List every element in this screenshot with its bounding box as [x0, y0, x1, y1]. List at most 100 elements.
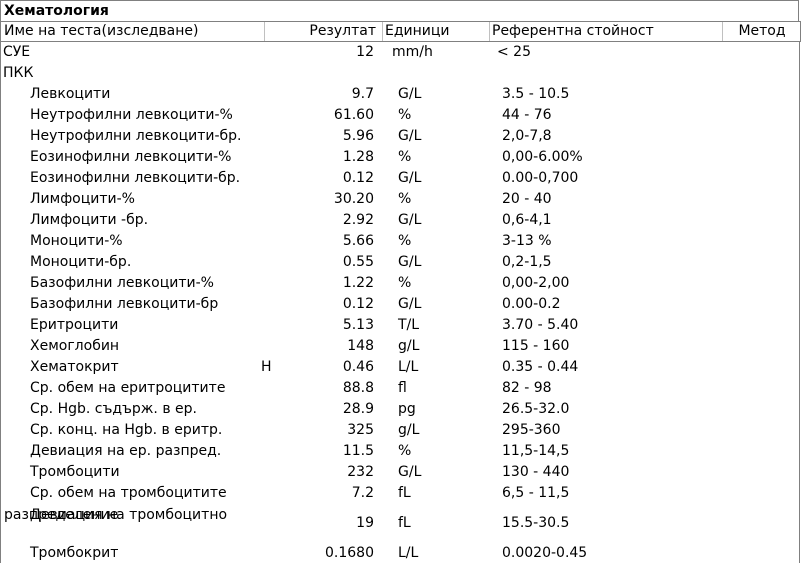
test-result: 2.92: [342, 212, 374, 228]
test-name: Ср. обем на еритроцитите: [30, 380, 226, 396]
table-row: Ср. обем на тромбоцитите 7.2 fL 6,5 - 11,5: [0, 483, 801, 504]
test-units: fL: [398, 485, 411, 501]
frame-left-border: [0, 42, 1, 563]
test-name: Левкоцити: [30, 86, 111, 102]
column-header-reference: Референтна стойност: [489, 22, 721, 41]
section-title: Хематология: [0, 0, 799, 21]
test-result: 19: [356, 515, 374, 531]
column-header-units: Единици: [382, 22, 488, 41]
test-result: 0.1680: [325, 545, 374, 561]
test-name: Лимфоцити-%: [30, 191, 135, 207]
frame-right-border: [799, 42, 800, 563]
test-name: Тромбокрит: [30, 545, 119, 561]
test-reference: 6,5 - 11,5: [502, 485, 570, 501]
test-reference: 20 - 40: [502, 191, 552, 207]
test-reference: 0.0020-0.45: [502, 545, 588, 561]
test-name: Еритроцити: [30, 317, 119, 333]
group-label-row: ПКК: [0, 63, 801, 84]
test-name: Хематокрит: [30, 359, 119, 375]
test-result: 1.22: [342, 275, 374, 291]
test-result: 11.5: [342, 443, 374, 459]
column-header-name: Име на теста(изследване): [4, 22, 265, 41]
test-units: pg: [398, 401, 416, 417]
table-row-sue: СУЕ 12 mm/h < 25: [0, 42, 801, 63]
test-units: %: [398, 275, 412, 291]
group-label: ПКК: [3, 65, 34, 81]
test-name: Ср. конц. на Hgb. в еритр.: [30, 422, 223, 438]
test-result: 5.66: [342, 233, 374, 249]
test-reference: 0.35 - 0.44: [502, 359, 579, 375]
test-units: G/L: [398, 212, 422, 228]
table-row: Неутрофилни левкоцити-% 61.60% 44 - 76: [0, 105, 801, 126]
table-row: Лимфоцити-% 30.20% 20 - 40: [0, 189, 801, 210]
test-reference: 44 - 76: [502, 107, 552, 123]
test-units: fl: [398, 380, 407, 396]
table-row: Хемоглобин 148 g/L 115 - 160: [0, 336, 801, 357]
test-reference: 82 - 98: [502, 380, 552, 396]
test-name: Моноцити-%: [30, 233, 123, 249]
table-row: Девиация на ер. разпред. 11.5% 11,5-14,5: [0, 441, 801, 462]
test-name: Лимфоцити -бр.: [30, 212, 149, 228]
test-reference: 295-360: [502, 422, 561, 438]
test-units: G/L: [398, 170, 422, 186]
test-reference: 26.5-32.0: [502, 401, 570, 417]
table-row: Тромбоцити 232 G/L 130 - 440: [0, 462, 801, 483]
test-result: 88.8: [342, 380, 374, 396]
test-result: 0.55: [342, 254, 374, 270]
test-units: %: [398, 107, 412, 123]
test-units: G/L: [398, 254, 422, 270]
table-row: Ср. Hgb. съдърж. в ер. 28.9 pg 26.5-32.0: [0, 399, 801, 420]
test-result: 9.7: [351, 86, 374, 102]
test-reference: 0,00-2,00: [502, 275, 570, 291]
table-row: Базофилни левкоцити-бр 0.12 G/L 0.00-0.2: [0, 294, 801, 315]
table-row: Тромбокрит 0.1680 L/L 0.0020-0.45: [0, 543, 801, 564]
column-header-result: Резултат: [309, 23, 376, 39]
test-reference: 3-13 %: [502, 233, 552, 249]
test-units: fL: [398, 515, 411, 531]
table-row: Базофилни левкоцити-% 1.22% 0,00-2,00: [0, 273, 801, 294]
table-row: Еозинофилни левкоцити-бр. 0.12 G/L 0.00-0,7…: [0, 168, 801, 189]
table-row: Моноцити-бр. 0.55 G/L 0,2-1,5: [0, 252, 801, 273]
test-name: Базофилни левкоцити-бр: [30, 296, 219, 312]
test-result: 232: [347, 464, 374, 480]
test-name: Тромбоцити: [30, 464, 120, 480]
test-result: 148: [347, 338, 374, 354]
test-name: Хемоглобин: [30, 338, 120, 354]
test-result: 1.28: [342, 149, 374, 165]
test-units: %: [398, 443, 412, 459]
test-reference: 2,0-7,8: [502, 128, 552, 144]
table-row: Лимфоцити -бр. 2.92 G/L 0,6-4,1: [0, 210, 801, 231]
table-row: Моноцити-% 5.66% 3-13 %: [0, 231, 801, 252]
test-reference: 0,2-1,5: [502, 254, 552, 270]
test-units: g/L: [398, 422, 420, 438]
test-reference: 0,6-4,1: [502, 212, 552, 228]
test-name: Ср. обем на тромбоцитите: [30, 485, 227, 501]
table-row: Левкоцити 9.7 G/L 3.5 - 10.5: [0, 84, 801, 105]
table-row: Ср. конц. на Hgb. в еритр. 325 g/L 295-360: [0, 420, 801, 441]
test-result: 0.12: [342, 170, 374, 186]
column-header-method: Метод: [722, 22, 801, 41]
test-name: Неутрофилни левкоцити-%: [30, 107, 233, 123]
test-units: L/L: [398, 545, 419, 561]
test-reference: 3.70 - 5.40: [502, 317, 579, 333]
test-units: %: [398, 233, 412, 249]
test-name: СУЕ: [3, 44, 31, 60]
test-name: Ср. Hgb. съдърж. в ер.: [30, 401, 197, 417]
test-result: 325: [347, 422, 374, 438]
test-units: L/L: [398, 359, 419, 375]
test-name: Еозинофилни левкоцити-%: [30, 149, 232, 165]
table-header: Име на теста(изследване) Резултат Единиц…: [0, 21, 801, 42]
test-result: 0.46: [342, 359, 374, 375]
test-units: G/L: [398, 86, 422, 102]
test-name: Неутрофилни левкоцити-бр.: [30, 128, 242, 144]
table-row: Девиация на тромбоцитно разпределение 19 …: [0, 504, 801, 542]
test-result: 5.96: [342, 128, 374, 144]
test-units: mm/h: [392, 44, 433, 60]
test-name-line1: Девиация на тромбоцитно: [30, 507, 228, 523]
test-reference: 130 - 440: [502, 464, 570, 480]
test-units: G/L: [398, 296, 422, 312]
test-name: Моноцити-бр.: [30, 254, 132, 270]
table-row: Неутрофилни левкоцити-бр. 5.96 G/L 2,0-7,8: [0, 126, 801, 147]
test-name: Девиация на ер. разпред.: [30, 443, 222, 459]
